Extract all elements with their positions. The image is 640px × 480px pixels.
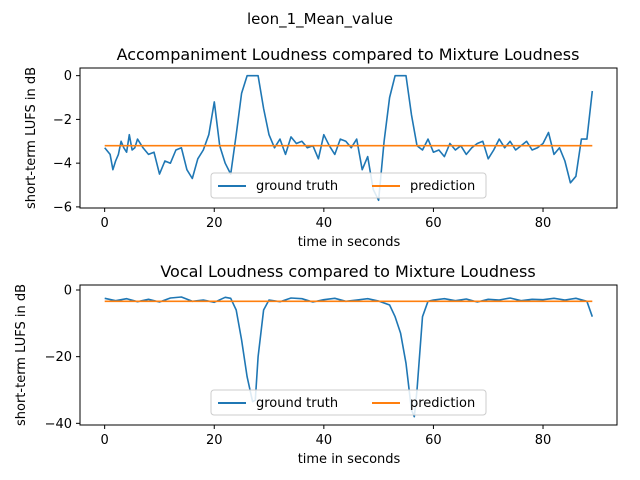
accompaniment-axis-ticks: 0 20 40 60 80 0 −2 −4 −6	[53, 67, 618, 231]
vocal-y-tick-label: −20	[45, 350, 72, 365]
vocal-chart-title: Vocal Loudness compared to Mixture Loudn…	[160, 262, 535, 281]
accompaniment-x-tick-label: 0	[101, 216, 109, 231]
accompaniment-legend-box	[210, 172, 487, 199]
vocal-x-tick-label: 40	[316, 433, 333, 448]
vocal-loudness-chart: Vocal Loudness compared to Mixture Loudn…	[14, 262, 618, 467]
vocal-legend-box	[210, 389, 487, 416]
accompaniment-legend-ground-truth-label: ground truth	[256, 179, 338, 194]
vocal-legend-prediction-label: prediction	[410, 396, 475, 411]
vocal-plot-area	[104, 296, 594, 418]
accompaniment-y-tick-label: −2	[53, 113, 72, 128]
vocal-legend: ground truth prediction	[210, 389, 487, 416]
accompaniment-x-tick-label: 20	[206, 216, 223, 231]
accompaniment-y-axis-label: short-term LUFS in dB	[24, 67, 39, 209]
vocal-x-tick-label: 80	[535, 433, 552, 448]
accompaniment-axes-frame	[79, 67, 618, 209]
accompaniment-loudness-chart: Accompaniment Loudness compared to Mixtu…	[24, 45, 618, 250]
accompaniment-y-tick-label: −4	[53, 157, 72, 172]
accompaniment-y-tick-label: 0	[64, 69, 72, 84]
accompaniment-legend-prediction-label: prediction	[410, 179, 475, 194]
accompaniment-x-tick-label: 60	[425, 216, 442, 231]
vocal-y-tick-label: −40	[45, 417, 72, 432]
accompaniment-x-axis-label: time in seconds	[298, 235, 401, 250]
vocal-y-tick-label: 0	[64, 284, 72, 299]
vocal-y-axis-label: short-term LUFS in dB	[14, 284, 29, 426]
vocal-axes-frame	[79, 284, 618, 426]
vocal-legend-ground-truth-label: ground truth	[256, 396, 338, 411]
vocal-x-tick-label: 0	[101, 433, 109, 448]
figure-suptitle: leon_1_Mean_value	[247, 10, 393, 29]
vocal-x-tick-label: 20	[206, 433, 223, 448]
accompaniment-x-tick-label: 40	[316, 216, 333, 231]
vocal-x-tick-label: 60	[425, 433, 442, 448]
vocal-x-axis-label: time in seconds	[298, 452, 401, 467]
vocal-axis-ticks: 0 20 40 60 80 0 −20 −40	[45, 284, 618, 448]
accompaniment-plot-area	[104, 74, 594, 202]
accompaniment-chart-title: Accompaniment Loudness compared to Mixtu…	[117, 45, 580, 64]
accompaniment-legend: ground truth prediction	[210, 172, 487, 199]
accompaniment-y-tick-label: −6	[53, 200, 72, 215]
accompaniment-x-tick-label: 80	[535, 216, 552, 231]
